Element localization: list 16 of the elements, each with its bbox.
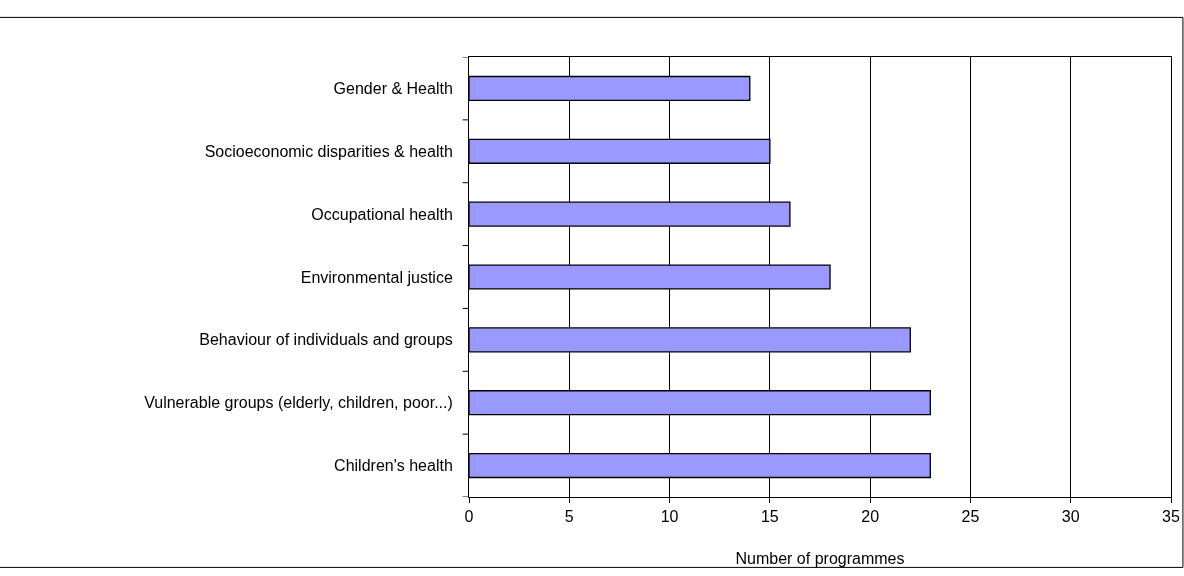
y-tick-label: Socioeconomic disparities & health (204, 142, 453, 160)
x-tick-label: 25 (961, 508, 980, 526)
x-axis-title: Number of programmes (735, 549, 905, 567)
x-tick-label: 35 (1162, 508, 1180, 526)
y-tick-label: Occupational health (311, 205, 453, 223)
x-tick-label: 20 (861, 508, 880, 526)
x-tick-label: 10 (660, 508, 679, 526)
x-tick-label: 30 (1061, 508, 1080, 526)
y-tick-label: Children's health (334, 457, 453, 475)
x-tick-label: 5 (564, 508, 574, 526)
y-tick-label: Gender & Health (333, 80, 453, 98)
y-tick-label: Behaviour of individuals and groups (199, 331, 453, 349)
y-tick-label: Environmental justice (300, 268, 453, 286)
x-tick-label: 15 (760, 508, 779, 526)
x-tick-label: 0 (464, 508, 474, 526)
y-tick-label: Vulnerable groups (elderly, children, poor...) (144, 394, 453, 412)
